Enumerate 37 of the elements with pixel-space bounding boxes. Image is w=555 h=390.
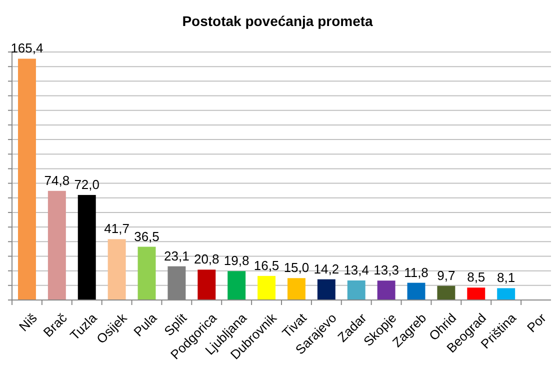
bar <box>48 190 66 300</box>
data-label: 15,0 <box>284 260 310 276</box>
x-tick-label: Niš <box>16 310 40 334</box>
bar <box>198 270 216 300</box>
data-label: 36,5 <box>134 228 160 244</box>
data-label: 8,1 <box>497 270 516 286</box>
data-label: 11,8 <box>404 264 428 280</box>
data-label: 8,5 <box>467 270 486 285</box>
bar <box>377 280 396 300</box>
data-label: 72,0 <box>74 176 100 192</box>
bar <box>317 279 336 300</box>
data-label: 41,7 <box>104 221 130 236</box>
data-label: 165,4 <box>10 40 44 56</box>
data-label: 13,3 <box>374 262 399 278</box>
bar <box>258 276 276 300</box>
data-label: 19,8 <box>224 253 250 268</box>
data-label: 14,2 <box>314 261 340 276</box>
bar <box>437 286 456 300</box>
data-label: 74,8 <box>44 172 70 188</box>
bar <box>287 278 306 300</box>
x-tick-label: Por <box>524 310 550 336</box>
bar <box>108 239 126 300</box>
data-label: 9,7 <box>437 268 456 283</box>
chart-title: Postotak povećanja prometa <box>182 13 374 29</box>
bar <box>407 282 426 300</box>
data-label: 13,4 <box>344 262 370 278</box>
bar <box>497 288 516 300</box>
bar <box>347 280 366 300</box>
data-label: 20,8 <box>194 252 220 267</box>
x-tick-label: Pula <box>130 310 160 340</box>
bar <box>18 58 36 300</box>
bar <box>467 288 486 300</box>
data-label: 16,5 <box>254 258 280 273</box>
bar <box>138 246 156 300</box>
data-label: 23,1 <box>164 248 190 264</box>
bar <box>228 271 246 300</box>
bar <box>78 194 96 300</box>
